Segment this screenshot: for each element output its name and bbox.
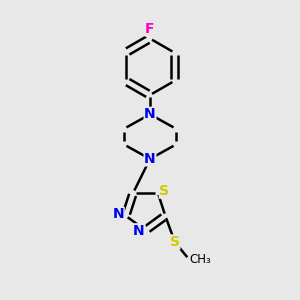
Text: F: F [145,22,155,36]
Text: N: N [133,224,145,238]
Text: S: S [159,184,169,198]
Text: N: N [144,152,156,166]
Text: S: S [170,235,180,249]
Text: N: N [112,207,124,221]
Text: CH₃: CH₃ [190,254,211,266]
Text: N: N [144,107,156,121]
